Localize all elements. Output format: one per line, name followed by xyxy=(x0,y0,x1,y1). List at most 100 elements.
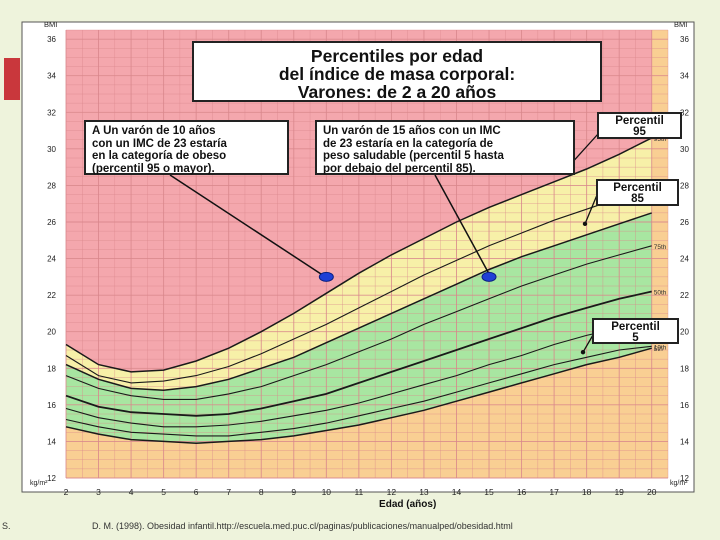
percentile-curve xyxy=(65,212,652,391)
title-line-3: Varones: de 2 a 20 años xyxy=(297,82,497,102)
footer-citation: D. M. (1998). Obesidad infantil.http://e… xyxy=(92,521,513,531)
percentile-95-value: 95 xyxy=(633,126,646,138)
x-tick-label: 3 xyxy=(96,487,101,497)
y-tick-label-right: 16 xyxy=(680,401,689,410)
percentile-85-value: 85 xyxy=(631,193,644,205)
x-tick-label: 15 xyxy=(484,487,494,497)
y-tick-label-right: 26 xyxy=(680,218,689,227)
percentile-95-box: Percentil 95 xyxy=(597,112,682,139)
y-tick-label-left: 26 xyxy=(47,218,56,227)
chart-title: Percentiles por edad del índice de masa … xyxy=(192,41,602,102)
y-tick-label-right: 18 xyxy=(680,364,689,373)
slide-accent-mark xyxy=(4,58,20,100)
annotation-b: Un varón de 15 años con un IMC de 23 est… xyxy=(315,120,575,175)
x-tick-label: 16 xyxy=(517,487,527,497)
annotation-a: A Un varón de 10 años con un IMC de 23 e… xyxy=(84,120,289,175)
curve-label: 95th xyxy=(654,136,667,143)
leader-line-p85 xyxy=(584,194,598,225)
x-tick-label: 4 xyxy=(129,487,134,497)
curve-label: 75th xyxy=(654,244,667,251)
y-tick-label-right: 32 xyxy=(680,108,689,117)
x-axis-label: Edad (años) xyxy=(379,499,436,510)
x-tick-label: 2 xyxy=(64,487,69,497)
annotation-a-line: (percentil 95 o mayor). xyxy=(92,162,215,175)
curve-label: 50th xyxy=(654,289,667,296)
percentile-5-label: Percentil xyxy=(611,321,660,333)
percentile-curve xyxy=(65,290,652,417)
percentile-5-value: 5 xyxy=(632,332,639,344)
y-axis-label-left: BMI xyxy=(44,20,57,29)
title-line-1: Percentiles por edad xyxy=(310,46,484,66)
y-tick-label-left: 30 xyxy=(47,145,56,154)
y-tick-label-right: 12 xyxy=(680,474,689,483)
percentile-curve xyxy=(65,347,652,445)
x-tick-label: 17 xyxy=(549,487,559,497)
percentile-95-label: Percentil xyxy=(615,115,664,127)
annotation-a-line: con un IMC de 23 estaría xyxy=(92,137,227,150)
unit-label-right: kg/m² xyxy=(670,480,688,487)
percentile-85-label: Percentil xyxy=(613,182,662,194)
y-tick-label-right: 36 xyxy=(680,35,689,44)
leader-line-a xyxy=(169,174,323,276)
y-tick-label-left: 12 xyxy=(47,474,56,483)
y-axis-label-right: BMI xyxy=(674,20,687,29)
footer-fragment: S. xyxy=(2,521,11,531)
leader-arrow-tip xyxy=(582,221,588,227)
leader-line-b xyxy=(434,174,490,275)
title-line-2: del índice de masa corporal: xyxy=(278,64,516,84)
percentile-curve xyxy=(65,345,652,437)
x-tick-label: 14 xyxy=(452,487,462,497)
percentile-85-box: Percentil 85 xyxy=(596,179,679,206)
percentile-curve xyxy=(65,245,652,400)
curve-label: 10th xyxy=(654,344,667,351)
x-tick-label: 13 xyxy=(419,487,429,497)
x-tick-label: 18 xyxy=(582,487,592,497)
y-tick-label-left: 36 xyxy=(47,35,56,44)
curve-label: 5th xyxy=(654,346,663,353)
y-tick-label-right: 34 xyxy=(680,72,689,81)
y-tick-label-right: 14 xyxy=(680,437,689,446)
annotation-a-line: en la categoría de obeso xyxy=(92,150,227,162)
x-tick-label: 6 xyxy=(194,487,199,497)
x-tick-label: 7 xyxy=(226,487,231,497)
y-tick-label-left: 18 xyxy=(47,364,56,373)
x-tick-label: 8 xyxy=(259,487,264,497)
y-tick-label-left: 14 xyxy=(47,437,56,446)
leader-line-p5 xyxy=(582,334,594,353)
annotation-b-line: por debajo del percentil 85). xyxy=(323,162,476,175)
y-tick-label-left: 20 xyxy=(47,328,56,337)
y-tick-label-left: 16 xyxy=(47,401,56,410)
y-tick-label-right: 24 xyxy=(680,255,689,264)
bmi-data-point xyxy=(481,271,497,282)
data-points xyxy=(318,271,497,282)
percentile-curve xyxy=(65,322,652,428)
y-tick-label-left: 22 xyxy=(47,291,56,300)
y-tick-label-right: 28 xyxy=(680,181,689,190)
x-tick-label: 5 xyxy=(161,487,166,497)
x-tick-label: 19 xyxy=(614,487,624,497)
x-tick-label: 10 xyxy=(322,487,332,497)
percentile-curves xyxy=(65,137,653,445)
percentile-5-box: Percentil 5 xyxy=(592,318,679,344)
y-tick-label-left: 28 xyxy=(47,181,56,190)
annotation-a-line: A Un varón de 10 años xyxy=(92,125,216,137)
y-tick-label-right: 30 xyxy=(680,145,689,154)
unit-label-left: kg/m² xyxy=(30,480,48,487)
x-tick-label: 9 xyxy=(291,487,296,497)
percentile-curve xyxy=(65,184,652,384)
x-tick-label: 12 xyxy=(387,487,397,497)
percentile-curve xyxy=(65,137,653,373)
x-tick-label: 20 xyxy=(647,487,657,497)
y-tick-label-right: 22 xyxy=(680,291,689,300)
y-tick-label-right: 20 xyxy=(680,328,689,337)
y-tick-label-left: 34 xyxy=(47,72,56,81)
annotation-b-line: Un varón de 15 años con un IMC xyxy=(323,125,501,137)
annotation-b-line: peso saludable (percentil 5 hasta xyxy=(323,150,504,162)
leader-arrow-tip xyxy=(580,349,586,355)
x-tick-label: 11 xyxy=(354,487,363,497)
bmi-data-point xyxy=(318,271,334,282)
y-tick-label-left: 32 xyxy=(47,108,56,117)
annotation-b-line: de 23 estaría en la categoría de xyxy=(323,137,494,150)
y-tick-label-left: 24 xyxy=(47,255,56,264)
